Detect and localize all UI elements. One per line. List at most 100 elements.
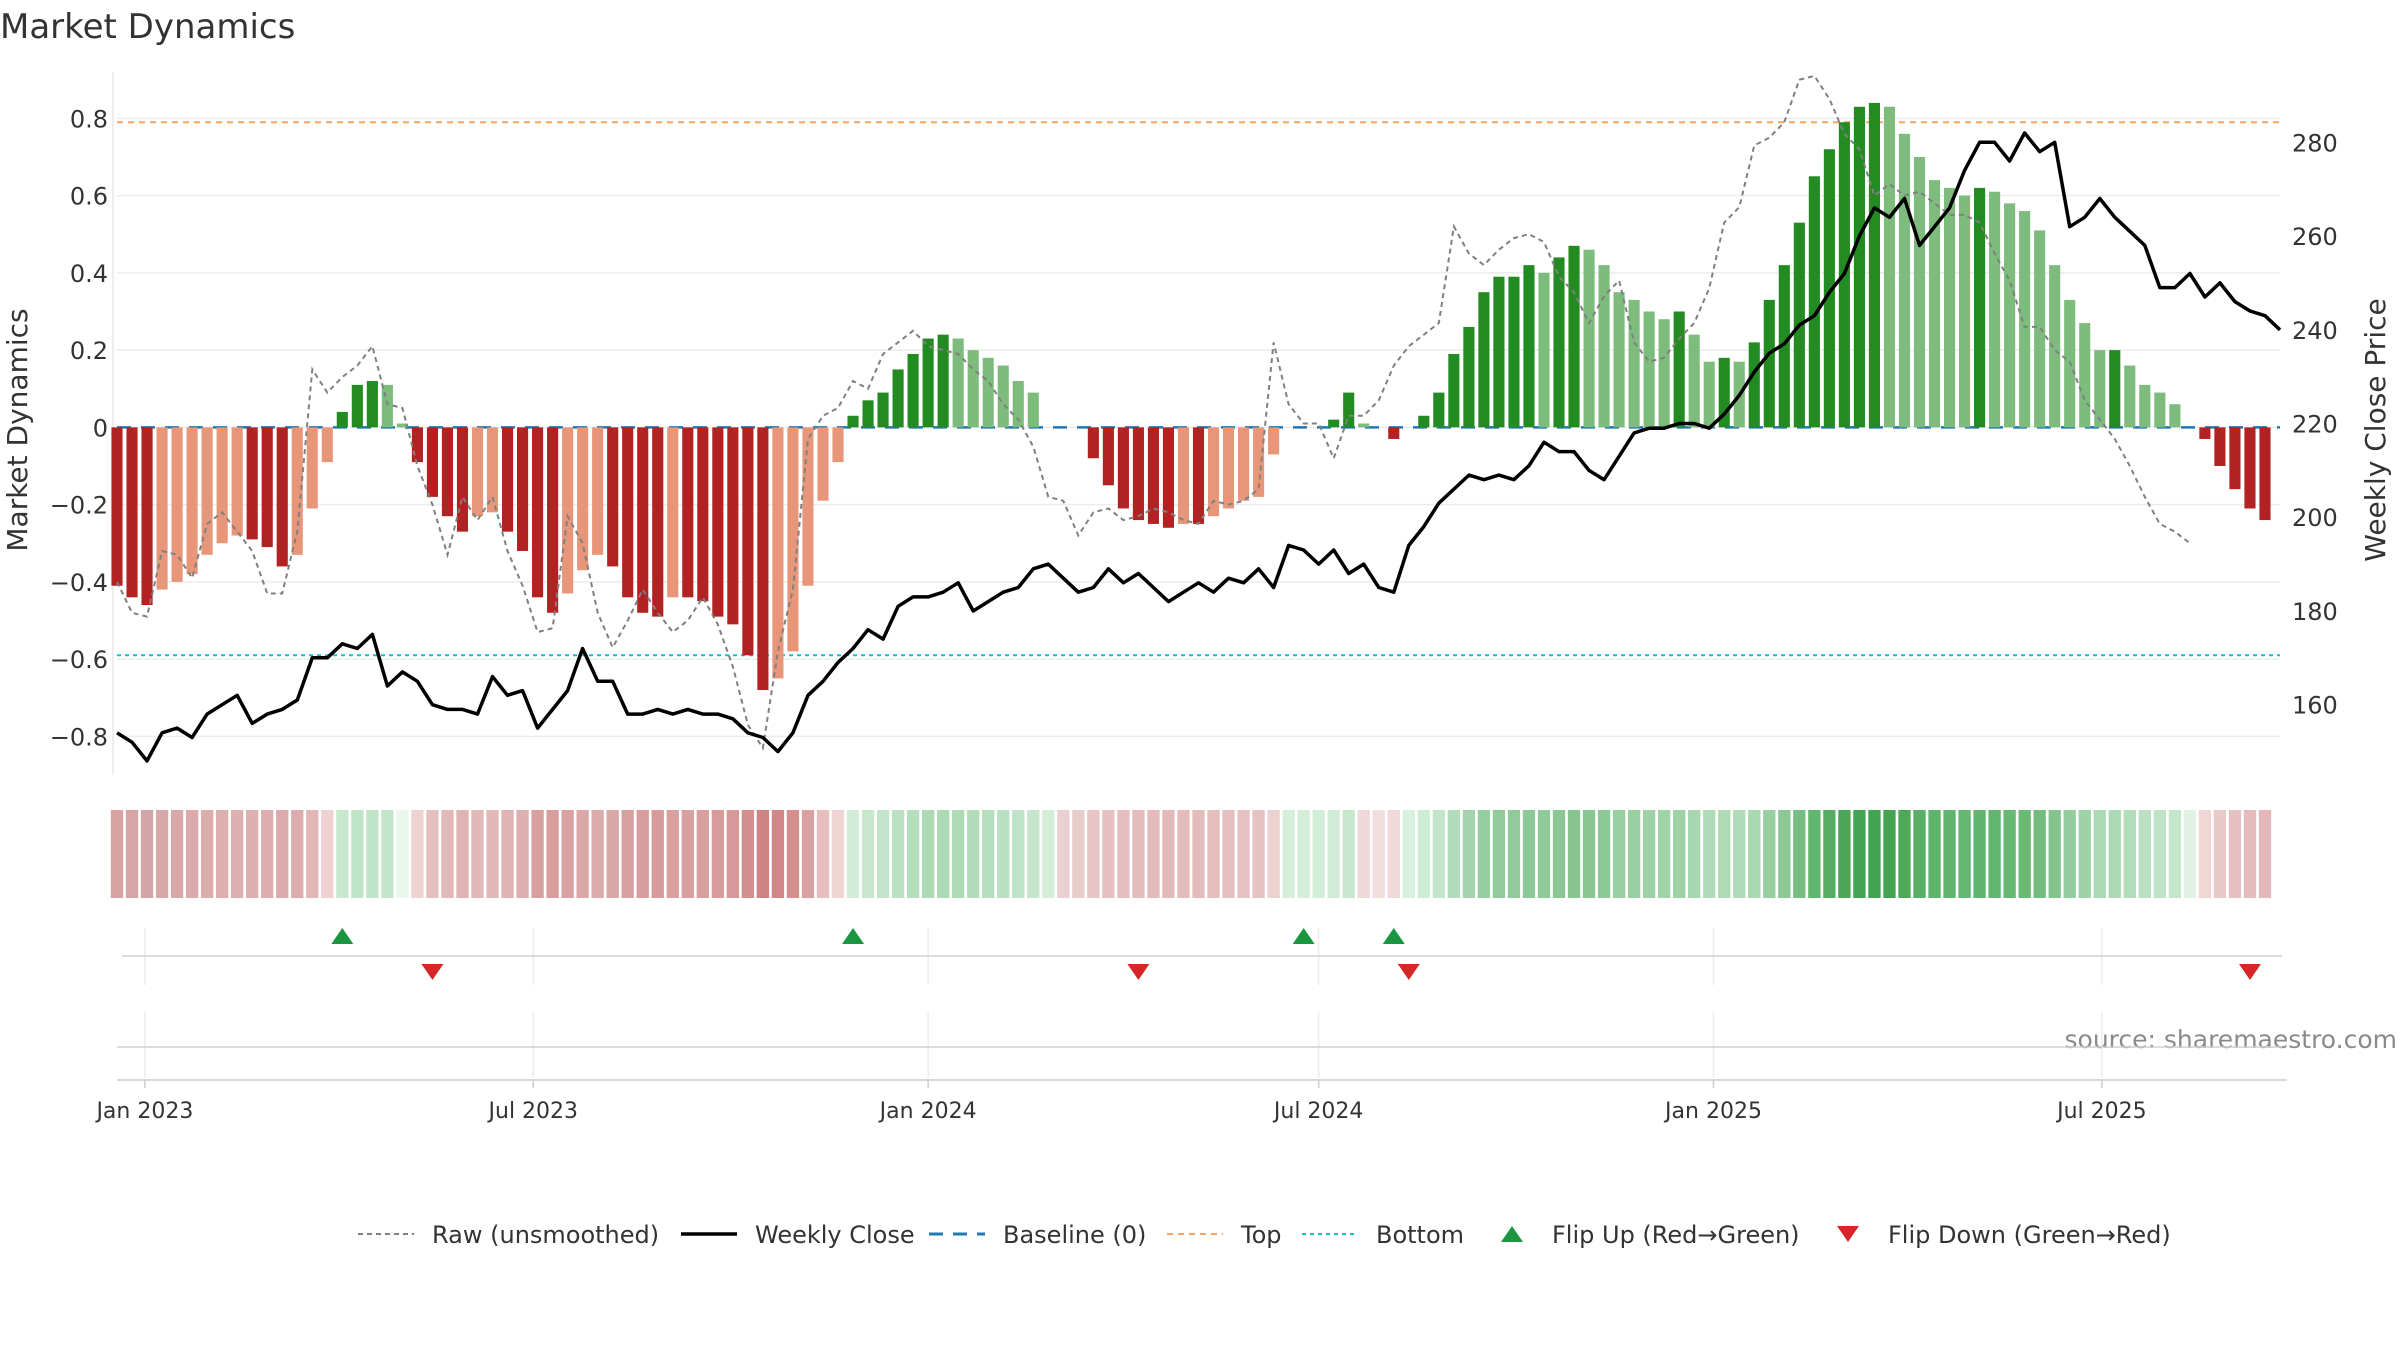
momentum-bar [1012, 381, 1024, 428]
momentum-bar [441, 427, 454, 517]
momentum-bar [2019, 211, 2031, 428]
momentum-bar [877, 392, 889, 428]
regime-cell [1117, 810, 1130, 898]
momentum-bar [1207, 427, 1220, 517]
regime-cell [921, 810, 935, 898]
regime-cell [2033, 810, 2046, 898]
momentum-bar [847, 415, 859, 428]
y-tick-label-right: 220 [2292, 411, 2338, 439]
momentum-bar [667, 427, 679, 598]
regime-cell [846, 810, 860, 898]
regime-cell [200, 810, 214, 898]
momentum-bar [2154, 392, 2166, 428]
regime-cell [140, 810, 154, 898]
momentum-bar [637, 427, 649, 613]
momentum-bar [607, 427, 619, 567]
momentum-bar [1132, 427, 1144, 521]
regime-cell [771, 810, 785, 898]
y-tick-label-right: 240 [2292, 317, 2338, 345]
momentum-bar [832, 427, 844, 463]
regime-cell [1853, 810, 1866, 898]
raw-line [116, 74, 2191, 751]
regime-cell [1718, 810, 1731, 898]
regime-cell [1057, 810, 1070, 898]
flip-up-marker [842, 928, 865, 944]
momentum-bar [336, 411, 348, 428]
y-tick-label-left: −0.2 [50, 492, 108, 520]
flip-down-marker [421, 964, 444, 980]
regime-cell [1838, 810, 1851, 898]
momentum-bar [1568, 245, 1580, 428]
momentum-bar [1853, 106, 1865, 428]
legend-label-raw: Raw (unsmoothed) [432, 1221, 659, 1249]
momentum-bar [1959, 195, 1971, 428]
momentum-bar [562, 427, 574, 594]
axis-ticks: −0.8 −0.6 −0.4 −0.2 0 0.2 0.4 0.6 0.8 160 180 200 22… [50, 105, 2338, 751]
momentum-bar [1222, 427, 1235, 509]
regime-cell [1973, 810, 1986, 898]
flip-markers [117, 928, 2282, 1078]
regime-cell [276, 810, 289, 898]
momentum-bar [1388, 427, 1400, 439]
momentum-bar [1748, 342, 1760, 428]
momentum-bar [2244, 427, 2256, 509]
regime-cell [1072, 810, 1085, 898]
momentum-bar [471, 427, 484, 517]
regime-cell [486, 810, 499, 898]
momentum-bar [532, 427, 544, 598]
regime-cell [1222, 810, 1235, 898]
regime-cell [1357, 810, 1370, 898]
regime-cell [185, 810, 199, 898]
regime-cell [546, 810, 559, 898]
momentum-bar [1358, 423, 1370, 428]
regime-cell [1327, 810, 1340, 898]
regime-cell [786, 810, 800, 898]
regime-cell [831, 810, 845, 898]
y-tick-label-left: 0.8 [70, 105, 108, 133]
regime-cell [261, 810, 274, 898]
momentum-bar [1192, 427, 1205, 524]
momentum-bar [742, 427, 754, 656]
momentum-bar [276, 427, 288, 567]
momentum-bar [1162, 427, 1175, 528]
momentum-bar [997, 365, 1009, 428]
momentum-bar [2109, 350, 2121, 428]
momentum-bar [697, 427, 709, 602]
regime-cell [2153, 810, 2166, 898]
regime-cell [2258, 810, 2272, 898]
momentum-bar [1658, 319, 1670, 428]
regime-cell [1808, 810, 1821, 898]
regime-cell [1462, 810, 1476, 898]
source-credit: source: sharemaestro.com [2065, 1025, 2398, 1054]
regime-cell [110, 810, 124, 898]
regime-cell [2168, 810, 2182, 898]
momentum-bar [1523, 265, 1535, 428]
regime-cell [1297, 810, 1310, 898]
momentum-bar [592, 427, 604, 555]
momentum-bar [501, 427, 514, 532]
regime-cell [516, 810, 529, 898]
y-tick-label-left: −0.6 [50, 646, 108, 674]
x-tick-label: Jul 2024 [1272, 1099, 1364, 1124]
momentum-bar [1703, 361, 1715, 428]
regime-cell [1342, 810, 1355, 898]
momentum-bar [1538, 272, 1550, 428]
regime-cell [396, 810, 409, 898]
regime-cell [2123, 810, 2136, 898]
momentum-bar [2124, 365, 2136, 428]
regime-cell [411, 810, 424, 898]
regime-cell [1087, 810, 1100, 898]
momentum-bar [171, 427, 183, 582]
momentum-bar [2169, 404, 2181, 428]
regime-cell [606, 810, 619, 898]
momentum-bar [817, 427, 829, 501]
flip-up-marker [331, 928, 354, 944]
legend-label-flip-up: Flip Up (Red→Green) [1552, 1221, 1800, 1249]
regime-cell [306, 810, 319, 898]
regime-cell [456, 810, 469, 898]
y-tick-label-left: 0.6 [70, 183, 108, 211]
momentum-bar [937, 334, 949, 428]
regime-cell [1748, 810, 1761, 898]
flip-down-marker [1397, 964, 1420, 980]
momentum-bar [1343, 392, 1355, 428]
